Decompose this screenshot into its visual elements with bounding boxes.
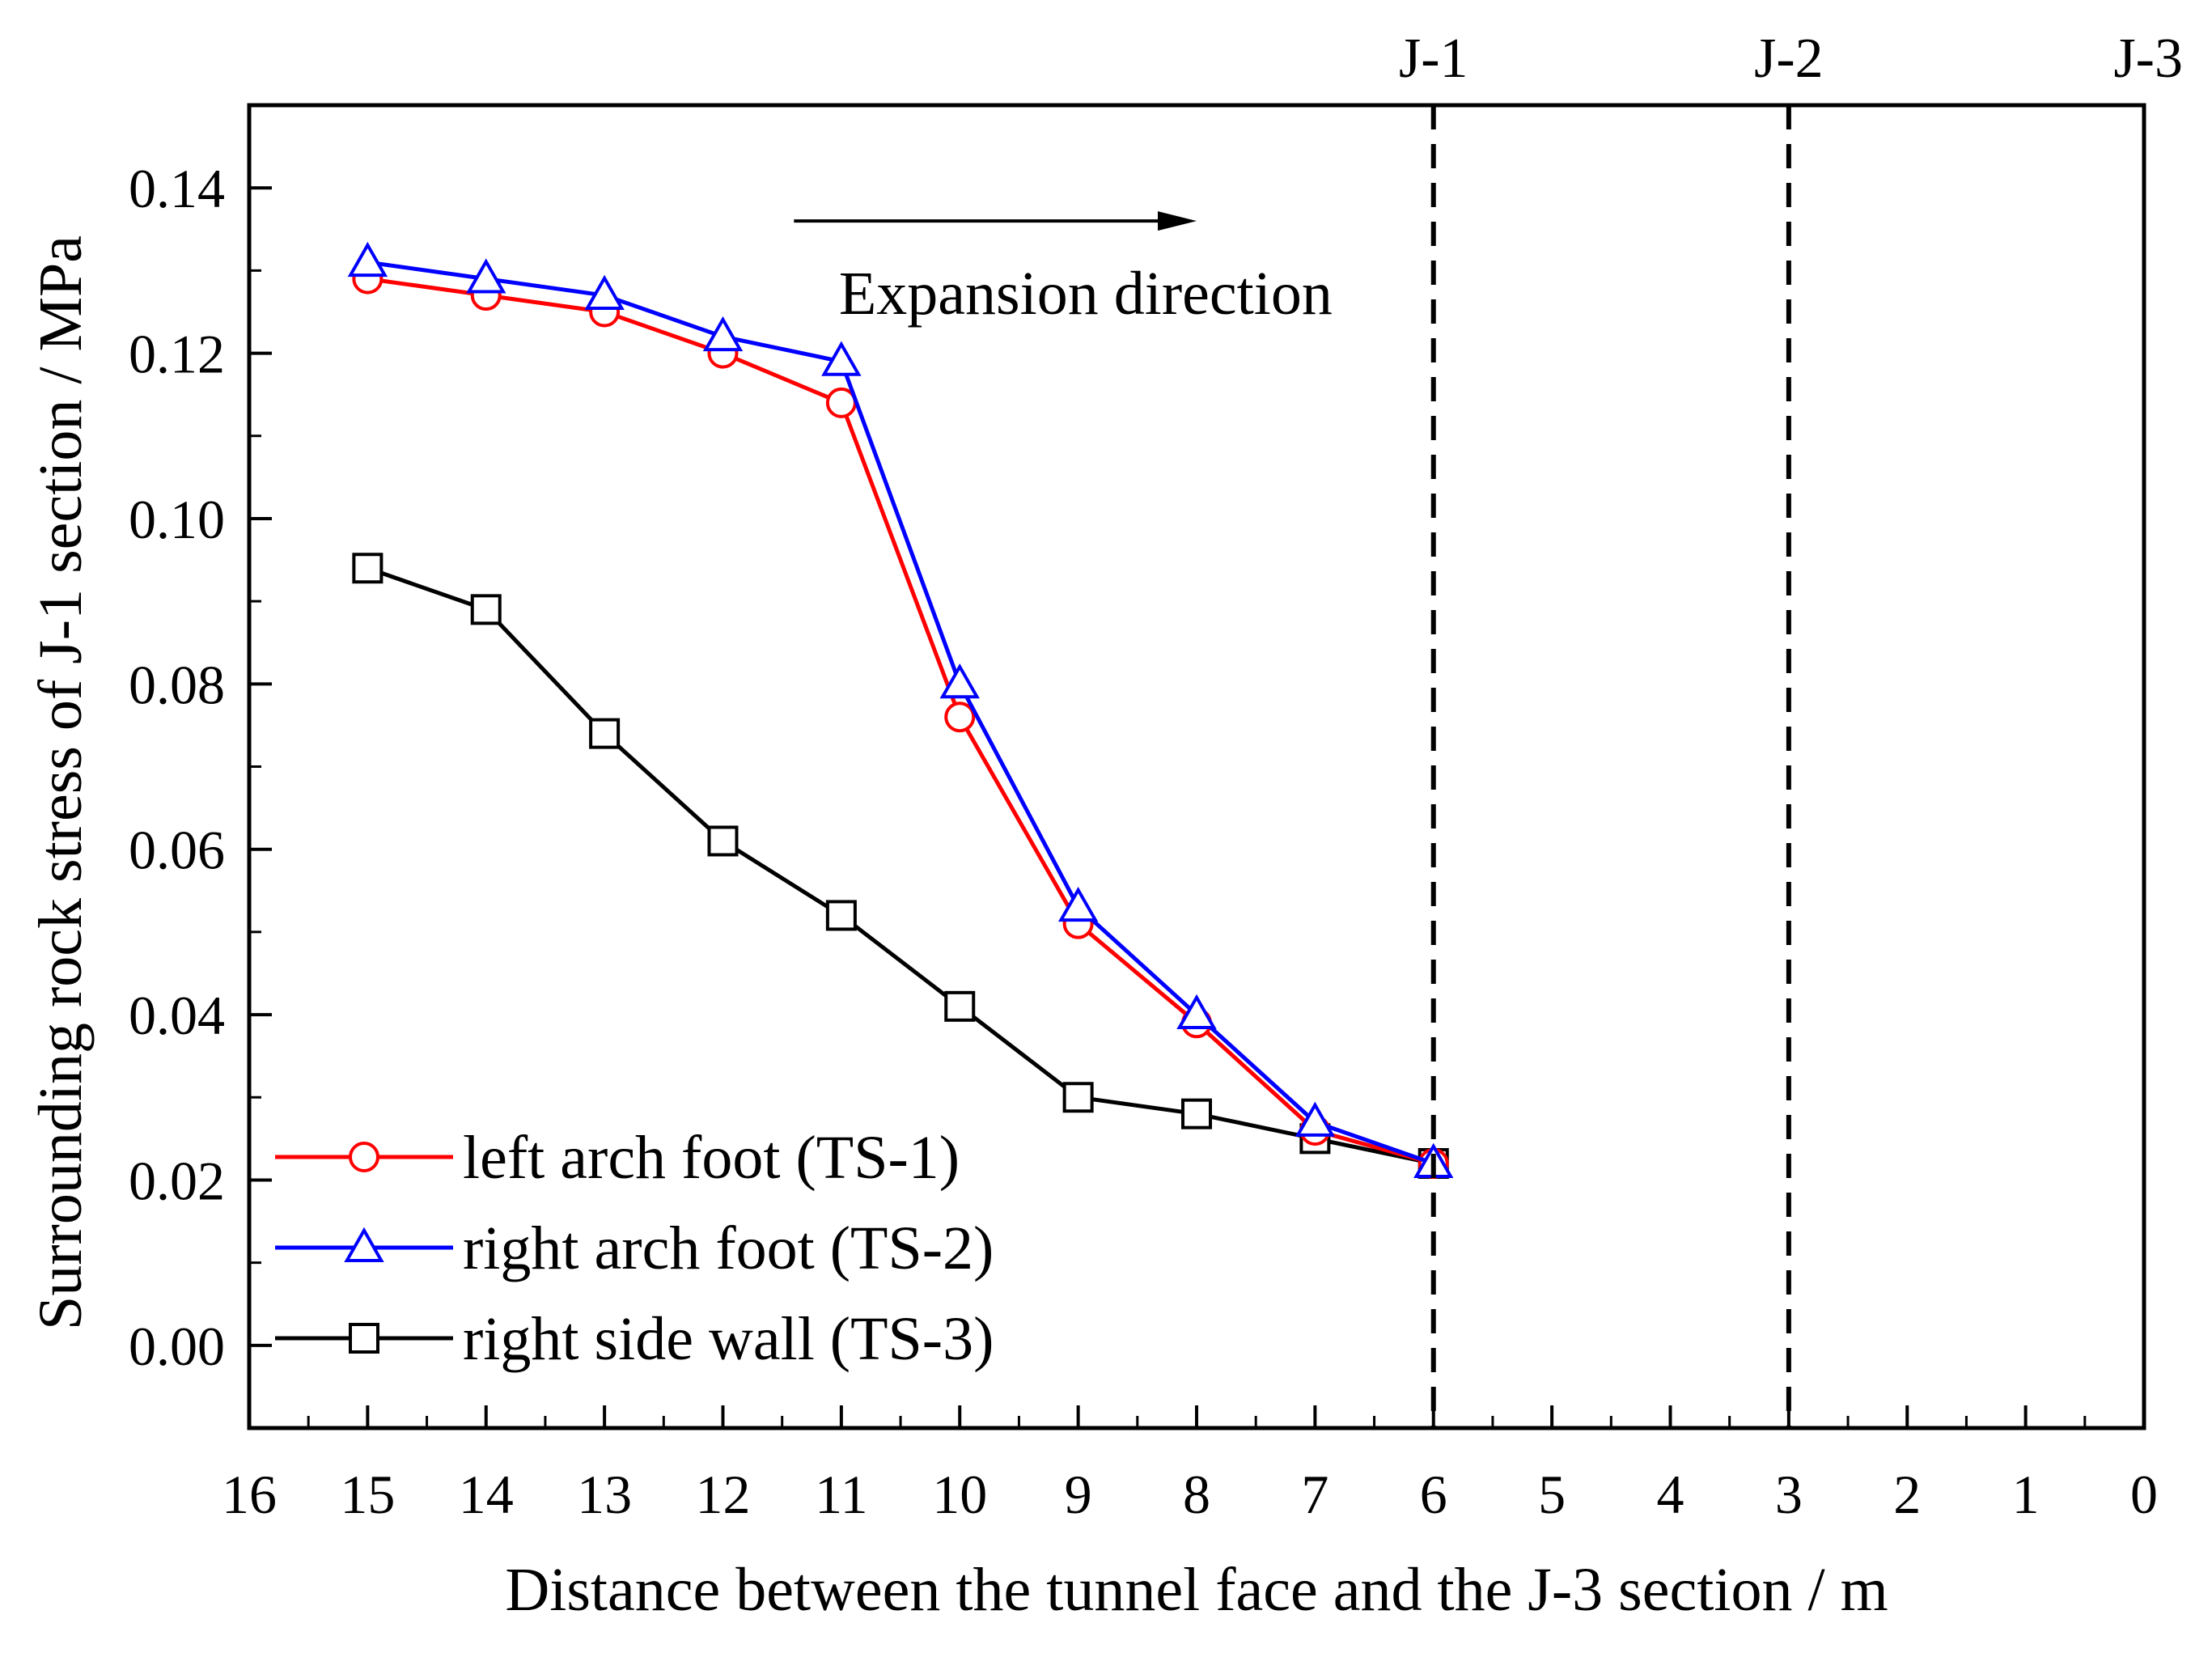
y-tick-label: 0.12 bbox=[129, 324, 225, 385]
legend: left arch foot (TS-1) right arch foot (T… bbox=[275, 1124, 994, 1373]
legend-label-ts3: right side wall (TS-3) bbox=[463, 1305, 994, 1373]
data-point-ts2 bbox=[466, 258, 506, 294]
data-point-ts2 bbox=[1295, 1101, 1336, 1137]
data-point-ts3 bbox=[944, 990, 976, 1022]
x-tick-label: 14 bbox=[459, 1464, 514, 1525]
data-point-ts2 bbox=[702, 316, 744, 352]
section-label-j-1: J-1 bbox=[1399, 28, 1468, 90]
x-tick-label: 15 bbox=[340, 1464, 395, 1525]
series-line-ts3 bbox=[367, 566, 1434, 1166]
x-tick-label: 9 bbox=[1065, 1464, 1092, 1525]
data-point-ts2 bbox=[1176, 994, 1217, 1029]
y-tick-label: 0.08 bbox=[129, 654, 225, 715]
annotation-arrowhead bbox=[1158, 211, 1197, 231]
data-point-ts3 bbox=[589, 718, 621, 749]
series-3 bbox=[352, 553, 1449, 1179]
annotation-layer: Expansion direction bbox=[794, 211, 1333, 328]
data-point-ts3 bbox=[707, 825, 739, 857]
y-tick-label: 0.04 bbox=[129, 985, 225, 1046]
y-tick-label: 0.06 bbox=[129, 820, 225, 881]
x-tick-label: 13 bbox=[577, 1464, 632, 1525]
x-tick-label: 7 bbox=[1301, 1464, 1328, 1525]
y-tick-label: 0.02 bbox=[129, 1150, 225, 1211]
axes-layer: 16 15 14 13 12 11 10 9 8 7 6 5 4 3 2 1 00.000.020.040.06… bbox=[27, 103, 2158, 1624]
y-tick-label: 0.00 bbox=[129, 1316, 225, 1377]
annotation-text: Expansion direction bbox=[839, 260, 1333, 328]
y-tick-label: 0.10 bbox=[129, 489, 225, 550]
data-point-ts2 bbox=[939, 663, 980, 699]
y-axis-title: Surrounding rock stress of J-1 section /… bbox=[27, 235, 95, 1330]
data-point-ts2 bbox=[821, 341, 862, 376]
series-line-ts2 bbox=[367, 260, 1434, 1166]
x-tick-label: 6 bbox=[1420, 1464, 1447, 1525]
legend-marker-ts2 bbox=[344, 1227, 384, 1262]
series-1 bbox=[352, 263, 1449, 1179]
legend-marker-ts3 bbox=[349, 1323, 379, 1354]
legend-label-ts2: right arch foot (TS-2) bbox=[463, 1214, 994, 1282]
x-tick-label: 10 bbox=[932, 1464, 987, 1525]
axis-ticks: 16 15 14 13 12 11 10 9 8 7 6 5 4 3 2 1 00.000.020.040.06… bbox=[129, 104, 2158, 1525]
data-point-ts1 bbox=[944, 701, 976, 733]
x-tick-label: 4 bbox=[1657, 1464, 1684, 1525]
section-label-j-2: J-2 bbox=[1754, 28, 1824, 90]
x-axis-title: Distance between the tunnel face and the… bbox=[505, 1556, 1888, 1624]
x-tick-label: 8 bbox=[1183, 1464, 1210, 1525]
x-tick-label: 16 bbox=[222, 1464, 277, 1525]
series-2 bbox=[347, 241, 1454, 1178]
x-tick-label: 11 bbox=[815, 1464, 867, 1525]
x-tick-label: 5 bbox=[1538, 1464, 1566, 1525]
series-layer bbox=[347, 241, 1454, 1179]
x-tick-label: 0 bbox=[2130, 1464, 2158, 1525]
x-tick-label: 1 bbox=[2012, 1464, 2040, 1525]
data-point-ts3 bbox=[825, 900, 857, 931]
section-label-j-3: J-3 bbox=[2113, 28, 2183, 90]
legend-items bbox=[275, 1142, 453, 1354]
x-tick-label: 12 bbox=[696, 1464, 751, 1525]
data-point-ts2 bbox=[1057, 886, 1099, 922]
data-point-ts2 bbox=[347, 241, 388, 278]
data-point-ts3 bbox=[352, 553, 383, 584]
data-point-ts3 bbox=[470, 594, 502, 625]
data-point-ts3 bbox=[1181, 1098, 1212, 1129]
legend-marker-ts1 bbox=[349, 1142, 379, 1172]
data-point-ts2 bbox=[584, 274, 625, 310]
y-tick-label: 0.14 bbox=[129, 158, 225, 219]
series-line-ts1 bbox=[367, 277, 1434, 1166]
legend-label-ts1: left arch foot (TS-1) bbox=[463, 1124, 960, 1192]
x-tick-label: 2 bbox=[1893, 1464, 1921, 1525]
section-layer: J-1 J-2 J-3 bbox=[1399, 28, 2183, 1428]
x-tick-label: 3 bbox=[1775, 1464, 1803, 1525]
data-point-ts3 bbox=[1062, 1082, 1094, 1113]
